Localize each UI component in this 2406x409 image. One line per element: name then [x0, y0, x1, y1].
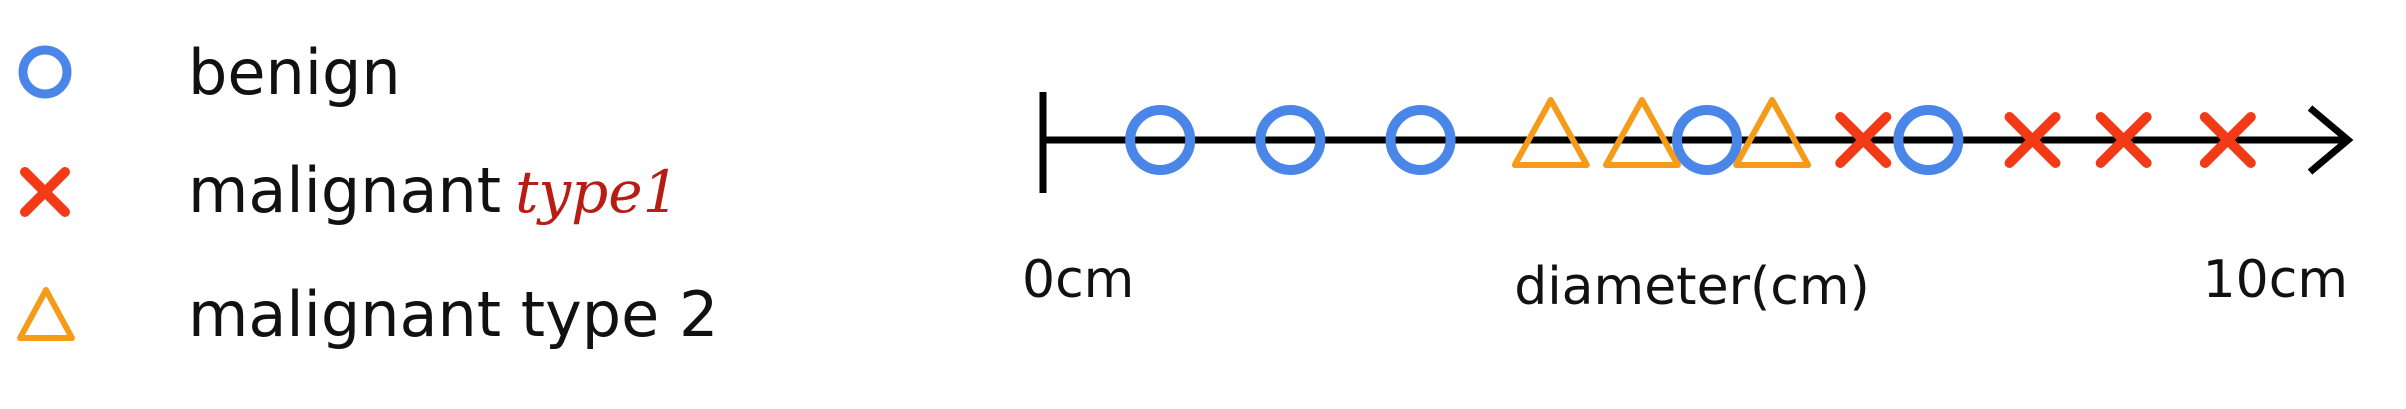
data-marks: [1125, 97, 2256, 175]
legend-label-malignant-type2: malignant type 2: [188, 278, 719, 351]
legend-item-malignant-type2: malignant type 2: [0, 264, 900, 374]
handwritten-annotation: type1: [515, 158, 680, 226]
data-point-triangle-1: [1602, 97, 1681, 168]
data-point-circle-0: [1125, 105, 1196, 175]
x-axis-label: diameter(cm): [1514, 257, 1870, 317]
legend-item-benign: benign: [0, 20, 900, 130]
data-point-circle-2: [1385, 105, 1456, 175]
data-point-x-0: [1835, 112, 1892, 168]
legend-item-malignant-type1: malignant type1: [0, 140, 900, 250]
data-point-x-1: [2004, 112, 2061, 168]
tick-label-min: 0cm: [1022, 250, 1134, 310]
data-point-circle-3: [1672, 105, 1743, 175]
data-point-triangle-2: [1733, 97, 1812, 168]
data-point-circle-1: [1255, 105, 1326, 175]
legend-label-malignant-text: malignant: [188, 154, 502, 227]
legend: benign malignant type1 malignant type 2: [0, 0, 900, 409]
axis-arrowhead: [2307, 105, 2354, 175]
circle-marker-icon: [18, 45, 72, 99]
legend-label-malignant: malignant type1: [188, 160, 680, 222]
data-point-x-3: [2199, 112, 2256, 168]
data-point-x-2: [2095, 112, 2152, 168]
data-point-circle-4: [1893, 105, 1964, 175]
tick-label-max: 10cm: [2203, 250, 2348, 310]
data-point-triangle-0: [1511, 97, 1590, 168]
legend-label-benign: benign: [188, 36, 401, 109]
triangle-marker-icon: [17, 287, 75, 341]
x-marker-icon: [20, 167, 70, 217]
